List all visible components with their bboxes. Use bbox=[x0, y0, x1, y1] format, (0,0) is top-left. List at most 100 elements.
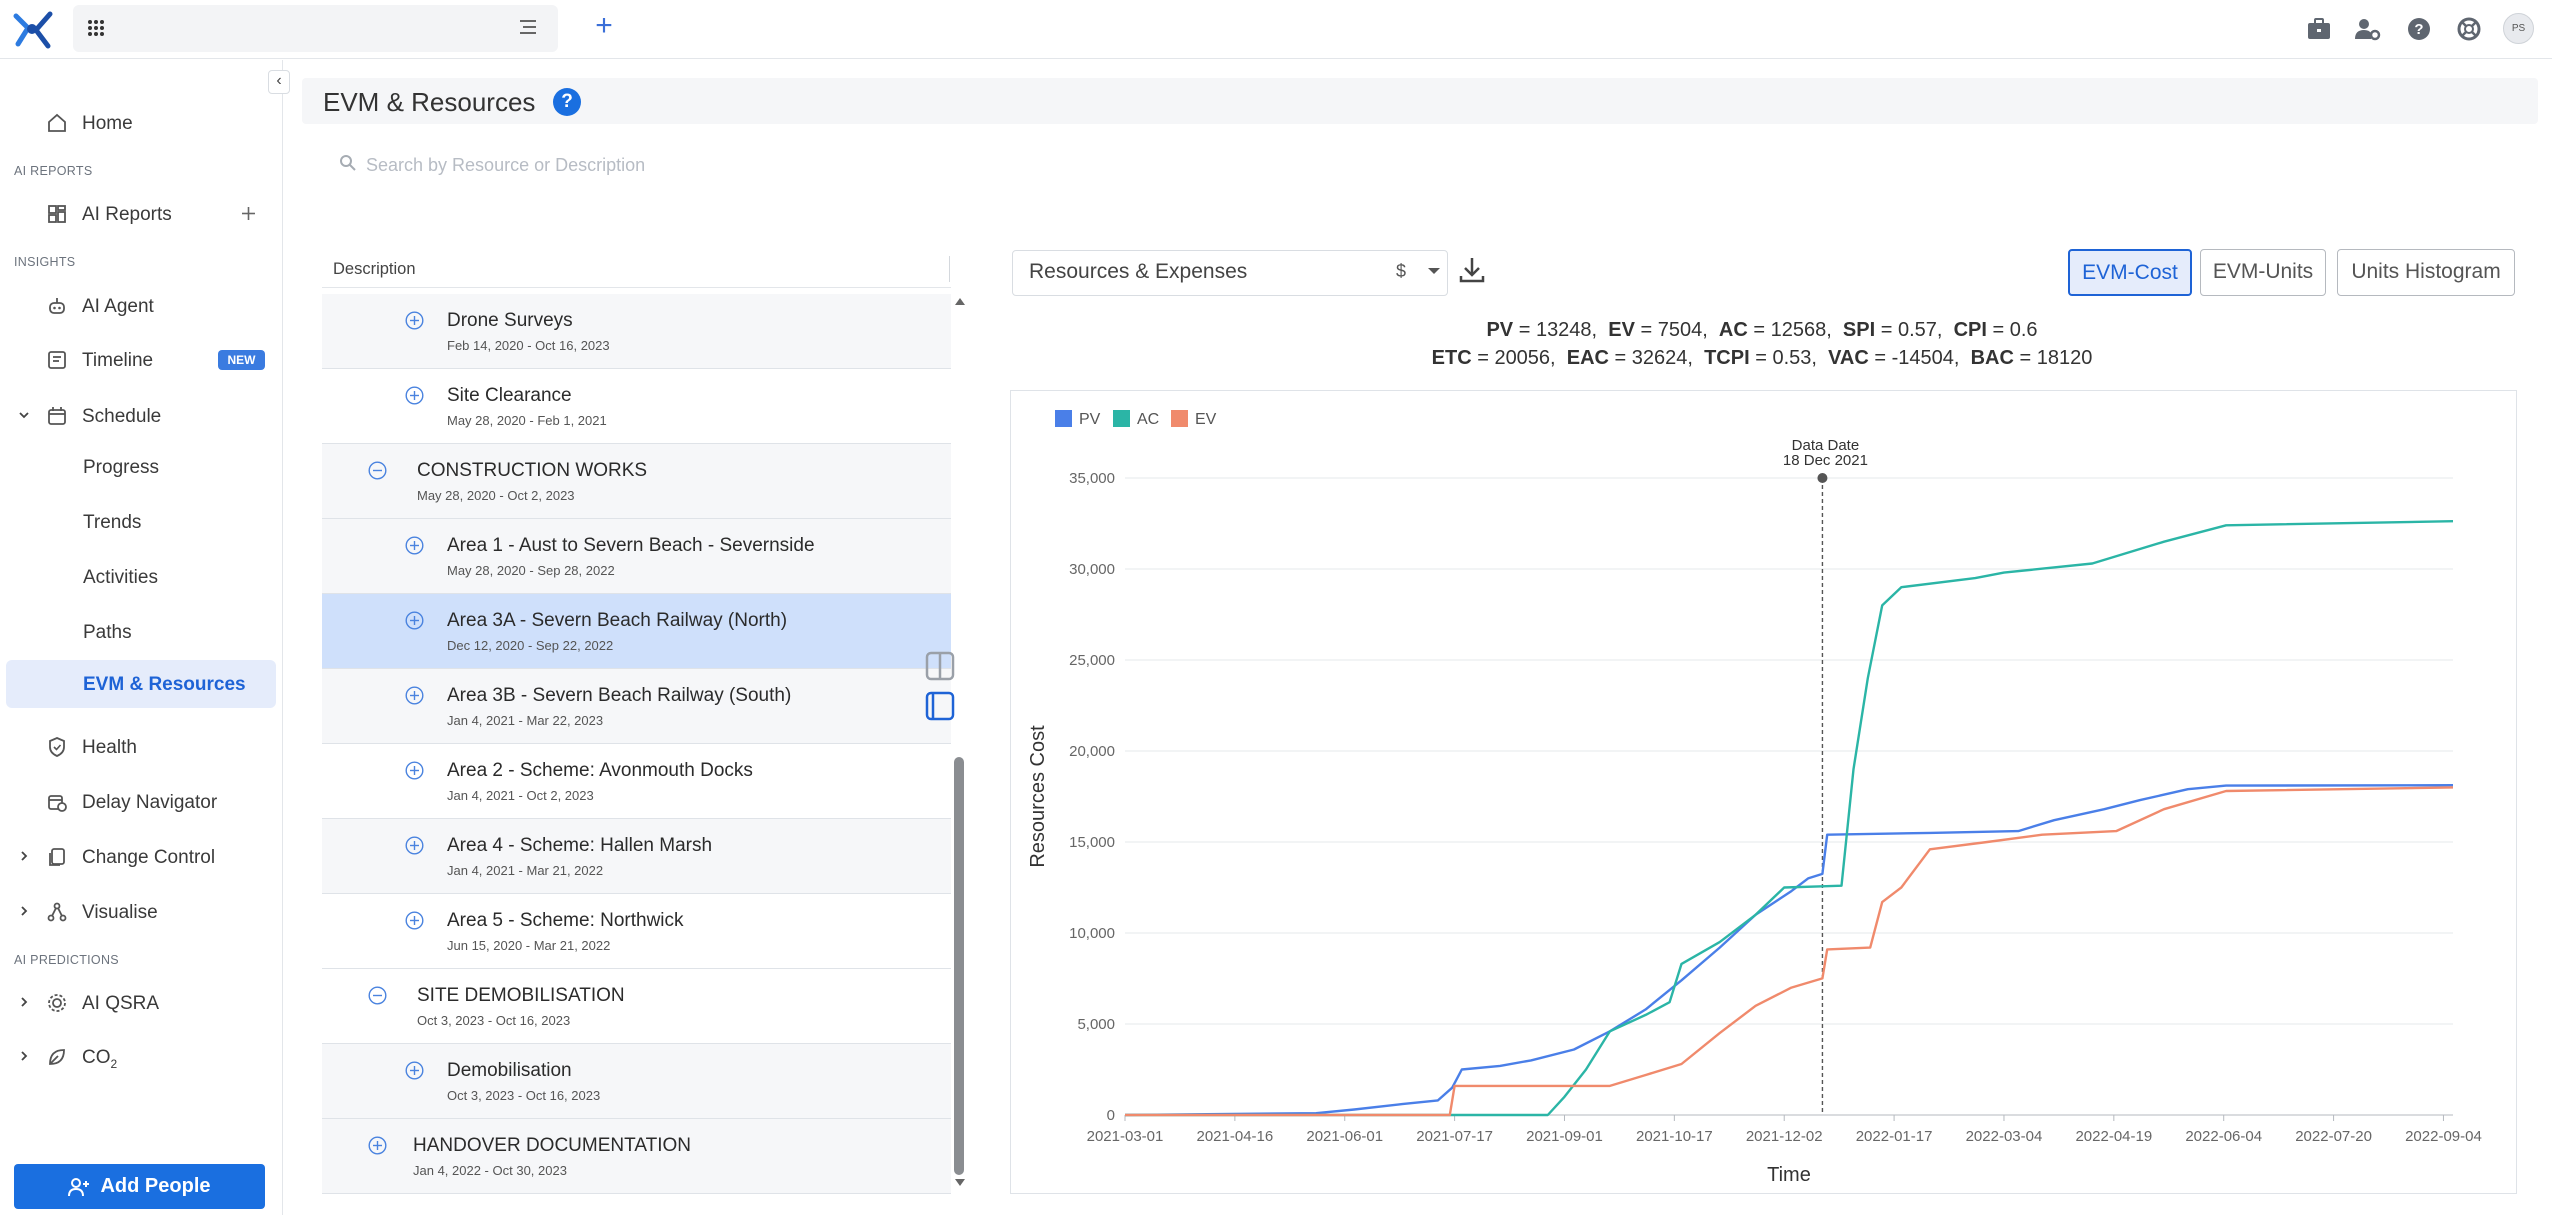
table-row[interactable]: Site Clearance May 28, 2020 - Feb 1, 2021 bbox=[322, 369, 951, 444]
apps-grid-icon[interactable] bbox=[85, 17, 107, 39]
nav-visualise[interactable]: Visualise bbox=[0, 888, 283, 936]
expand-row-icon[interactable] bbox=[405, 386, 424, 405]
split-view-icon[interactable] bbox=[924, 650, 956, 682]
nav-activities[interactable]: Activities bbox=[0, 553, 283, 601]
x-tick-label: 2021-03-01 bbox=[1087, 1128, 1164, 1145]
x-tick-label: 2022-09-04 bbox=[2405, 1128, 2482, 1145]
y-axis-title: Resources Cost bbox=[1027, 725, 1049, 868]
nav-co2[interactable]: CO2 bbox=[0, 1033, 283, 1081]
table-row[interactable]: Demobilisation Oct 3, 2023 - Oct 16, 2023 bbox=[322, 1044, 951, 1119]
table-row[interactable]: Area 4 - Scheme: Hallen Marsh Jan 4, 2021… bbox=[322, 819, 951, 894]
help-circle-icon[interactable]: ? bbox=[2404, 14, 2434, 44]
tab-evm-cost[interactable]: EVM-Cost bbox=[2068, 249, 2192, 296]
row-date-range: Dec 12, 2020 - Sep 22, 2022 bbox=[447, 638, 614, 653]
chevron-down-icon[interactable] bbox=[17, 408, 31, 422]
row-description: Drone Surveys bbox=[447, 310, 573, 331]
expand-row-icon[interactable] bbox=[405, 911, 424, 930]
project-selector[interactable] bbox=[73, 5, 558, 52]
table-row[interactable]: Area 1 - Aust to Severn Beach - Severnsi… bbox=[322, 519, 951, 594]
legend-label-ev: EV bbox=[1195, 411, 1217, 428]
table-row[interactable]: Area 3A - Severn Beach Railway (North) De… bbox=[322, 594, 951, 669]
nav-health[interactable]: Health bbox=[0, 723, 283, 771]
metric-etc-key: ETC bbox=[1431, 347, 1472, 369]
table-row[interactable]: Area 3B - Severn Beach Railway (South) Ja… bbox=[322, 669, 951, 744]
panel-left-icon[interactable] bbox=[924, 690, 956, 722]
expand-row-icon[interactable] bbox=[405, 761, 424, 780]
row-date-range: May 28, 2020 - Sep 28, 2022 bbox=[447, 563, 615, 578]
home-icon bbox=[48, 113, 66, 132]
column-divider[interactable] bbox=[949, 256, 950, 282]
table-scrollbar-thumb[interactable] bbox=[954, 757, 964, 1175]
briefcase-icon[interactable] bbox=[2304, 14, 2334, 44]
expand-row-icon[interactable] bbox=[405, 311, 424, 330]
app-logo[interactable] bbox=[12, 10, 56, 50]
user-settings-icon[interactable] bbox=[2353, 14, 2383, 44]
nav-ai-qsra[interactable]: AI QSRA bbox=[0, 979, 283, 1027]
leaf-icon bbox=[49, 1049, 65, 1065]
nav-ai-agent[interactable]: AI Agent bbox=[0, 282, 283, 330]
table-row[interactable]: CONSTRUCTION WORKS May 28, 2020 - Oct 2, … bbox=[322, 444, 951, 519]
collapse-row-icon[interactable] bbox=[368, 461, 387, 480]
section-label-insights: INSIGHTS bbox=[14, 255, 76, 269]
user-avatar[interactable]: PS bbox=[2503, 13, 2534, 44]
row-description: Area 4 - Scheme: Hallen Marsh bbox=[447, 835, 713, 856]
nav-schedule[interactable]: Schedule bbox=[0, 392, 283, 440]
collapse-row-icon[interactable] bbox=[368, 986, 387, 1005]
row-date-range: Jan 4, 2022 - Oct 30, 2023 bbox=[413, 1163, 567, 1178]
caret-down-icon[interactable] bbox=[1426, 265, 1442, 277]
support-lifebuoy-icon[interactable] bbox=[2454, 14, 2484, 44]
expand-row-icon[interactable] bbox=[405, 536, 424, 555]
tab-evm-units[interactable]: EVM-Units bbox=[2200, 249, 2326, 296]
expand-row-icon[interactable] bbox=[405, 836, 424, 855]
legend-label-ac: AC bbox=[1137, 411, 1159, 428]
scroll-up-arrow-icon[interactable] bbox=[952, 294, 968, 308]
expand-row-icon[interactable] bbox=[405, 686, 424, 705]
table-row[interactable]: SITE DEMOBILISATION Oct 3, 2023 - Oct 16,… bbox=[322, 969, 951, 1044]
ai-gear-icon bbox=[48, 994, 66, 1012]
download-icon[interactable] bbox=[1456, 254, 1488, 286]
chevron-right-icon[interactable] bbox=[17, 995, 31, 1009]
resource-search-input[interactable] bbox=[366, 150, 966, 180]
nav-trends[interactable]: Trends bbox=[0, 498, 283, 546]
add-people-button[interactable]: Add People bbox=[14, 1164, 265, 1209]
expand-row-icon[interactable] bbox=[368, 1136, 387, 1155]
nav-home[interactable]: Home bbox=[0, 99, 283, 147]
nav-progress[interactable]: Progress bbox=[0, 443, 283, 491]
table-row[interactable]: Drone Surveys Feb 14, 2020 - Oct 16, 2023 bbox=[322, 294, 951, 369]
chevron-right-icon[interactable] bbox=[17, 904, 31, 918]
add-report-icon[interactable] bbox=[240, 205, 257, 222]
page-header bbox=[302, 78, 2538, 124]
page-help-button[interactable]: ? bbox=[553, 88, 581, 116]
nav-delay-navigator[interactable]: Delay Navigator bbox=[0, 778, 283, 826]
data-date-marker bbox=[1817, 473, 1828, 483]
chevron-right-icon[interactable] bbox=[17, 1049, 31, 1063]
chevron-right-icon[interactable] bbox=[17, 849, 31, 863]
add-tab-button[interactable]: + bbox=[595, 9, 613, 42]
robot-icon bbox=[49, 298, 65, 314]
menu-lines-icon[interactable] bbox=[516, 16, 540, 38]
nav-change-control[interactable]: Change Control bbox=[0, 833, 283, 881]
table-row[interactable]: Area 2 - Scheme: Avonmouth Docks Jan 4, 2… bbox=[322, 744, 951, 819]
nav-ai-reports[interactable]: AI Reports bbox=[0, 190, 283, 238]
nav-paths[interactable]: Paths bbox=[0, 608, 283, 656]
expand-row-icon[interactable] bbox=[405, 1061, 424, 1080]
metric-bac: = 18120 bbox=[2019, 347, 2093, 369]
collapse-sidebar-button[interactable]: ‹ bbox=[268, 70, 290, 94]
column-header-description[interactable]: Description bbox=[333, 260, 416, 278]
tab-units-histogram[interactable]: Units Histogram bbox=[2337, 249, 2515, 296]
co2-text: CO bbox=[82, 1047, 111, 1068]
nav-timeline[interactable]: Timeline bbox=[0, 336, 283, 384]
calendar-clock-icon bbox=[48, 795, 67, 812]
x-tick-label: 2021-10-17 bbox=[1636, 1128, 1713, 1145]
resource-type-select[interactable] bbox=[1012, 250, 1448, 296]
table-row[interactable]: HANDOVER DOCUMENTATION Jan 4, 2022 - Oct … bbox=[322, 1119, 951, 1194]
x-tick-label: 2021-06-01 bbox=[1306, 1128, 1383, 1145]
expand-row-icon[interactable] bbox=[405, 611, 424, 630]
nav-evm-resources[interactable]: EVM & Resources bbox=[6, 660, 276, 708]
x-tick-label: 2022-07-20 bbox=[2295, 1128, 2372, 1145]
x-tick-label: 2022-03-04 bbox=[1966, 1128, 2043, 1145]
row-date-range: Jan 4, 2021 - Mar 21, 2022 bbox=[447, 863, 604, 878]
nav-paths-label: Paths bbox=[83, 622, 132, 643]
scroll-down-arrow-icon[interactable] bbox=[952, 1176, 968, 1190]
table-row[interactable]: Area 5 - Scheme: Northwick Jun 15, 2020 -… bbox=[322, 894, 951, 969]
